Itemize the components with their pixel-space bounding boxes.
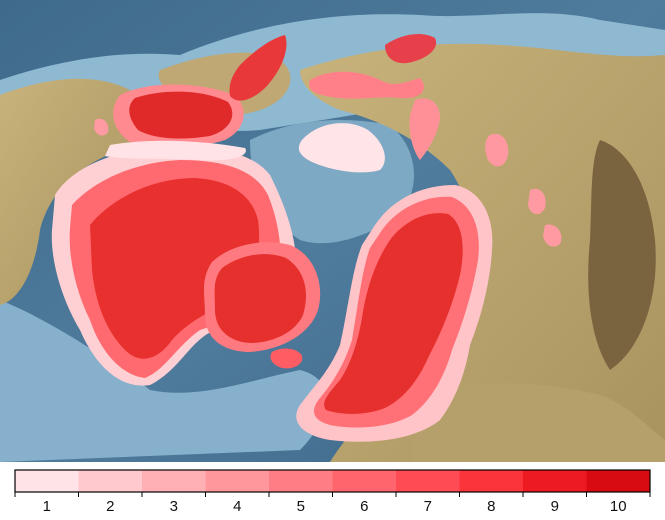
colorbar-swatch-6 bbox=[332, 470, 396, 492]
colorbar-label-3: 3 bbox=[170, 498, 178, 515]
colorbar-label-10: 10 bbox=[610, 498, 627, 515]
colorbar-label-9: 9 bbox=[551, 498, 559, 515]
ice-glacier-band bbox=[309, 71, 424, 99]
ice-sheet-center-core bbox=[214, 254, 307, 343]
land-coast-south bbox=[410, 383, 665, 462]
colorbar-swatch-1 bbox=[15, 470, 79, 492]
colorbar-label-6: 6 bbox=[360, 498, 368, 515]
colorbar-legend: 1 2 3 4 5 6 7 8 9 10 bbox=[0, 462, 665, 520]
colorbar-label-7: 7 bbox=[424, 498, 432, 515]
ice-pale-center bbox=[298, 123, 385, 173]
colorbar-label-5: 5 bbox=[297, 498, 305, 515]
colorbar: 1 2 3 4 5 6 7 8 9 10 bbox=[14, 469, 651, 515]
ice-glacier-patch-3 bbox=[528, 188, 546, 215]
colorbar-swatch-4 bbox=[205, 470, 269, 492]
land-highlands bbox=[588, 140, 656, 370]
ice-glacier-patch-5 bbox=[94, 118, 109, 136]
ice-cap-northeast bbox=[229, 35, 287, 101]
land-west bbox=[0, 78, 141, 305]
colorbar-swatch-3 bbox=[142, 470, 206, 492]
colorbar-label-2: 2 bbox=[106, 498, 114, 515]
ice-band-pale bbox=[105, 140, 246, 161]
ice-glacier-patch-2 bbox=[485, 133, 509, 167]
ice-sheet-east-core bbox=[324, 213, 463, 414]
colorbar-swatch-5 bbox=[269, 470, 333, 492]
colorbar-label-4: 4 bbox=[233, 498, 241, 515]
ice-glacier-patch-4 bbox=[543, 224, 562, 247]
colorbar-swatch-10 bbox=[586, 470, 650, 492]
colorbar-swatch-2 bbox=[78, 470, 142, 492]
ice-sheet-west-core bbox=[90, 178, 260, 359]
ice-glacier-patch-1 bbox=[409, 98, 440, 160]
ice-islet bbox=[270, 348, 303, 369]
colorbar-label-1: 1 bbox=[43, 498, 51, 515]
colorbar-swatch-9 bbox=[523, 470, 587, 492]
shelf-south bbox=[0, 300, 327, 462]
ice-cap-north-core bbox=[129, 91, 233, 139]
colorbar-swatch-7 bbox=[396, 470, 460, 492]
glacial-extent-map bbox=[0, 0, 665, 462]
ice-glacier-band-2 bbox=[385, 34, 437, 64]
colorbar-swatch-8 bbox=[459, 470, 523, 492]
colorbar-label-8: 8 bbox=[487, 498, 495, 515]
